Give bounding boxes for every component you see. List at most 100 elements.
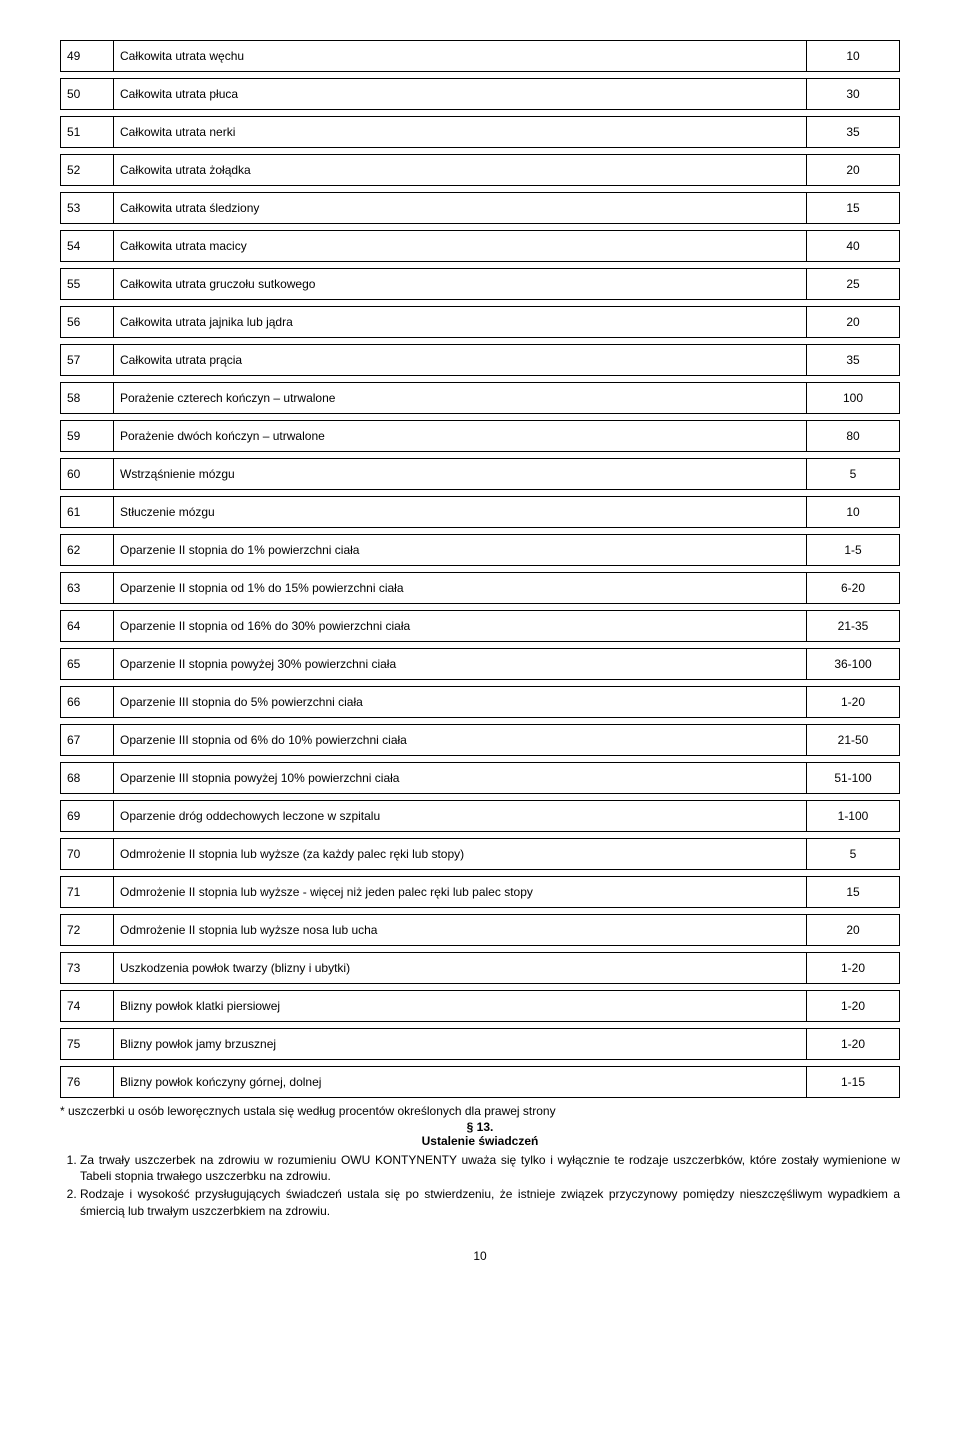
row-number: 64	[61, 611, 114, 642]
row-value: 5	[807, 459, 900, 490]
row-description: Całkowita utrata płuca	[114, 79, 807, 110]
row-number: 62	[61, 535, 114, 566]
row-number: 67	[61, 725, 114, 756]
row-description: Całkowita utrata macicy	[114, 231, 807, 262]
row-description: Całkowita utrata gruczołu sutkowego	[114, 269, 807, 300]
row-description: Porażenie dwóch kończyn – utrwalone	[114, 421, 807, 452]
row-value: 35	[807, 117, 900, 148]
row-description: Blizny powłok klatki piersiowej	[114, 991, 807, 1022]
injury-tables: 49Całkowita utrata węchu1050Całkowita ut…	[60, 40, 900, 1098]
row-number: 75	[61, 1029, 114, 1060]
row-value: 80	[807, 421, 900, 452]
row-description: Oparzenie III stopnia powyżej 10% powier…	[114, 763, 807, 794]
row-description: Oparzenie dróg oddechowych leczone w szp…	[114, 801, 807, 832]
row-number: 58	[61, 383, 114, 414]
row-number: 56	[61, 307, 114, 338]
row-number: 66	[61, 687, 114, 718]
paragraph-item: Rodzaje i wysokość przysługujących świad…	[80, 1186, 900, 1218]
row-value: 21-35	[807, 611, 900, 642]
injury-table-row: 54Całkowita utrata macicy40	[60, 230, 900, 262]
row-number: 54	[61, 231, 114, 262]
row-value: 1-20	[807, 1029, 900, 1060]
injury-table-row: 75Blizny powłok jamy brzusznej1-20	[60, 1028, 900, 1060]
row-description: Oparzenie II stopnia od 16% do 30% powie…	[114, 611, 807, 642]
row-description: Odmrożenie II stopnia lub wyższe nosa lu…	[114, 915, 807, 946]
row-value: 20	[807, 307, 900, 338]
row-description: Całkowita utrata prącia	[114, 345, 807, 376]
injury-table-row: 67Oparzenie III stopnia od 6% do 10% pow…	[60, 724, 900, 756]
row-value: 25	[807, 269, 900, 300]
row-value: 1-20	[807, 687, 900, 718]
injury-table-row: 63Oparzenie II stopnia od 1% do 15% powi…	[60, 572, 900, 604]
injury-table-row: 70Odmrożenie II stopnia lub wyższe (za k…	[60, 838, 900, 870]
row-description: Całkowita utrata śledziony	[114, 193, 807, 224]
injury-table-row: 73Uszkodzenia powłok twarzy (blizny i ub…	[60, 952, 900, 984]
row-number: 61	[61, 497, 114, 528]
row-value: 1-5	[807, 535, 900, 566]
section-title: Ustalenie świadczeń	[60, 1134, 900, 1148]
footnote-text: * uszczerbki u osób leworęcznych ustala …	[60, 1104, 900, 1118]
injury-table-row: 53Całkowita utrata śledziony15	[60, 192, 900, 224]
row-number: 68	[61, 763, 114, 794]
row-value: 1-20	[807, 991, 900, 1022]
row-description: Odmrożenie II stopnia lub wyższe (za każ…	[114, 839, 807, 870]
injury-table-row: 62Oparzenie II stopnia do 1% powierzchni…	[60, 534, 900, 566]
row-number: 63	[61, 573, 114, 604]
row-number: 49	[61, 41, 114, 72]
row-value: 1-20	[807, 953, 900, 984]
injury-table-row: 55Całkowita utrata gruczołu sutkowego25	[60, 268, 900, 300]
injury-table-row: 59Porażenie dwóch kończyn – utrwalone80	[60, 420, 900, 452]
row-number: 73	[61, 953, 114, 984]
injury-table-row: 69Oparzenie dróg oddechowych leczone w s…	[60, 800, 900, 832]
row-value: 15	[807, 877, 900, 908]
injury-table-row: 56Całkowita utrata jajnika lub jądra20	[60, 306, 900, 338]
row-description: Uszkodzenia powłok twarzy (blizny i ubyt…	[114, 953, 807, 984]
row-value: 35	[807, 345, 900, 376]
row-number: 55	[61, 269, 114, 300]
row-description: Odmrożenie II stopnia lub wyższe - więce…	[114, 877, 807, 908]
row-value: 15	[807, 193, 900, 224]
row-value: 5	[807, 839, 900, 870]
row-description: Całkowita utrata żołądka	[114, 155, 807, 186]
row-value: 30	[807, 79, 900, 110]
row-value: 100	[807, 383, 900, 414]
row-value: 21-50	[807, 725, 900, 756]
row-value: 40	[807, 231, 900, 262]
row-description: Oparzenie III stopnia od 6% do 10% powie…	[114, 725, 807, 756]
row-value: 51-100	[807, 763, 900, 794]
injury-table-row: 66Oparzenie III stopnia do 5% powierzchn…	[60, 686, 900, 718]
row-value: 20	[807, 915, 900, 946]
row-number: 70	[61, 839, 114, 870]
row-number: 57	[61, 345, 114, 376]
row-value: 20	[807, 155, 900, 186]
injury-table-row: 76Blizny powłok kończyny górnej, dolnej1…	[60, 1066, 900, 1098]
injury-table-row: 68Oparzenie III stopnia powyżej 10% powi…	[60, 762, 900, 794]
row-value: 1-100	[807, 801, 900, 832]
row-number: 59	[61, 421, 114, 452]
row-number: 71	[61, 877, 114, 908]
row-description: Oparzenie III stopnia do 5% powierzchni …	[114, 687, 807, 718]
paragraph-list: Za trwały uszczerbek na zdrowiu w rozumi…	[60, 1152, 900, 1219]
injury-table-row: 60Wstrząśnienie mózgu5	[60, 458, 900, 490]
injury-table-row: 61Stłuczenie mózgu10	[60, 496, 900, 528]
row-description: Blizny powłok jamy brzusznej	[114, 1029, 807, 1060]
row-description: Całkowita utrata węchu	[114, 41, 807, 72]
injury-table-row: 74Blizny powłok klatki piersiowej1-20	[60, 990, 900, 1022]
row-number: 53	[61, 193, 114, 224]
injury-table-row: 52Całkowita utrata żołądka20	[60, 154, 900, 186]
injury-table-row: 57Całkowita utrata prącia35	[60, 344, 900, 376]
row-description: Całkowita utrata jajnika lub jądra	[114, 307, 807, 338]
injury-table-row: 51Całkowita utrata nerki35	[60, 116, 900, 148]
row-number: 65	[61, 649, 114, 680]
injury-table-row: 64Oparzenie II stopnia od 16% do 30% pow…	[60, 610, 900, 642]
page-number: 10	[60, 1249, 900, 1263]
row-description: Porażenie czterech kończyn – utrwalone	[114, 383, 807, 414]
row-number: 52	[61, 155, 114, 186]
row-description: Oparzenie II stopnia od 1% do 15% powier…	[114, 573, 807, 604]
row-number: 69	[61, 801, 114, 832]
row-description: Wstrząśnienie mózgu	[114, 459, 807, 490]
row-value: 1-15	[807, 1067, 900, 1098]
row-number: 76	[61, 1067, 114, 1098]
row-description: Oparzenie II stopnia powyżej 30% powierz…	[114, 649, 807, 680]
row-number: 60	[61, 459, 114, 490]
